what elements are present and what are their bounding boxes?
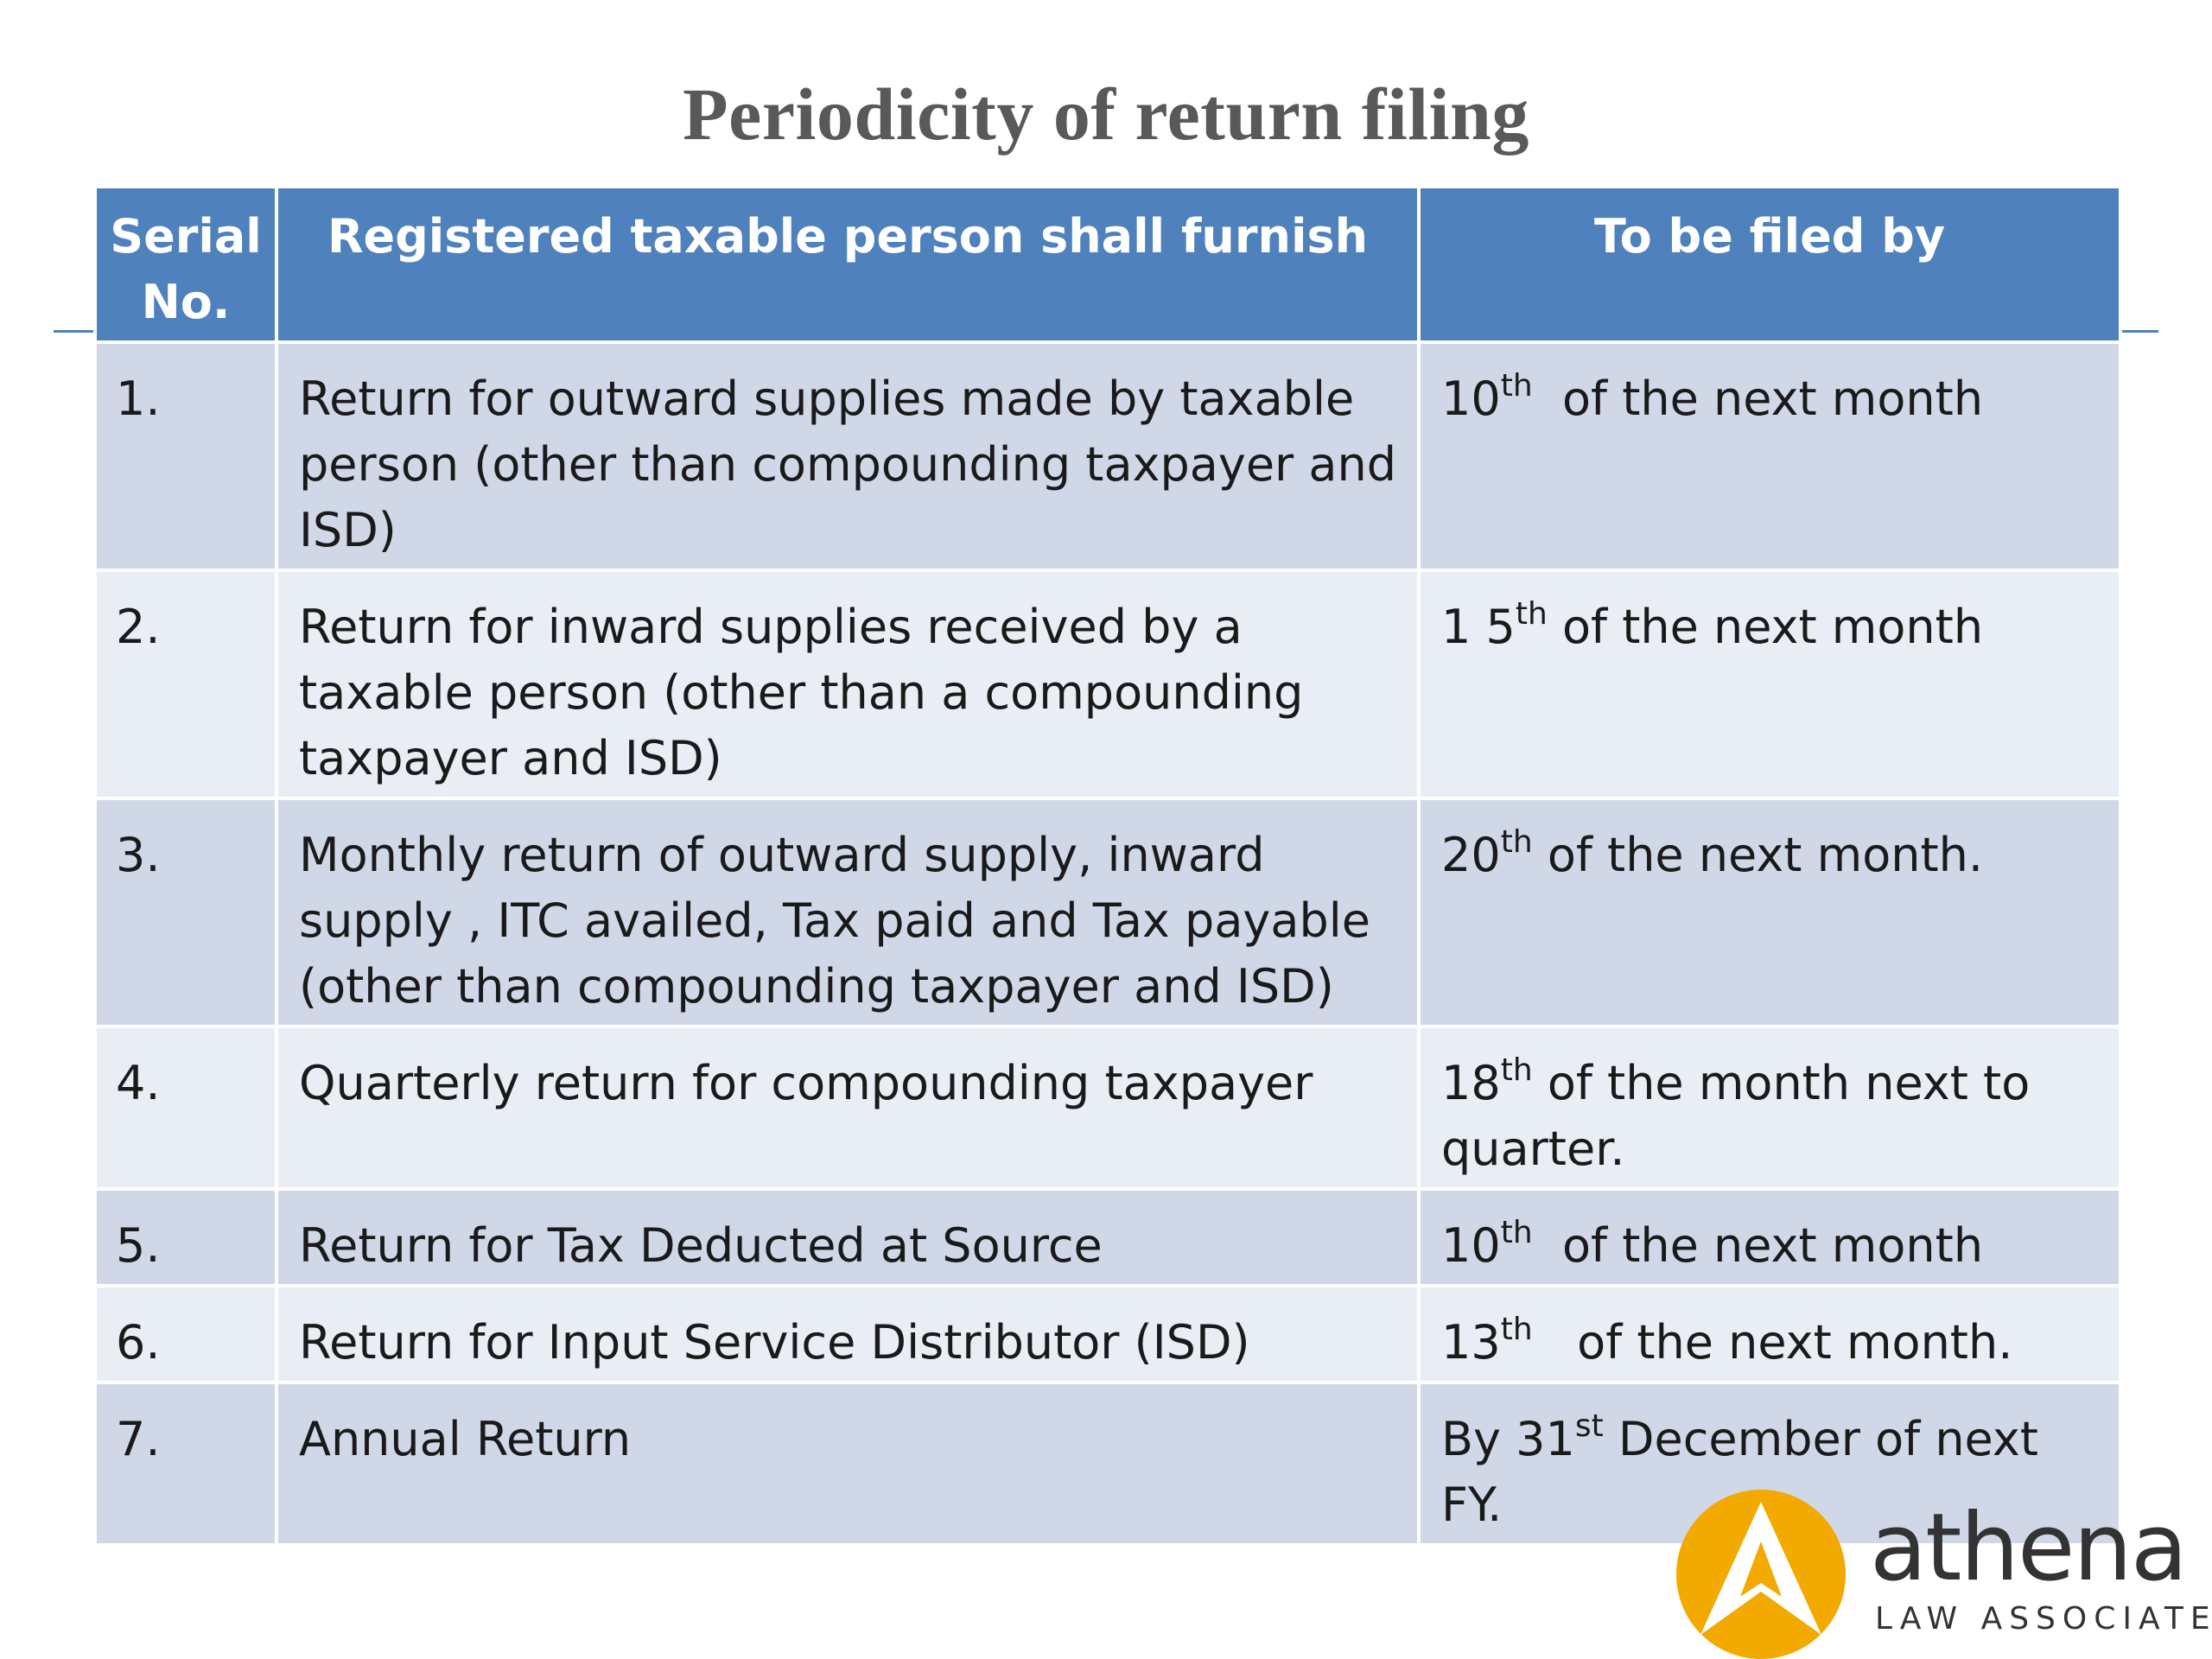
- table-row: 3. Monthly return of outward supply, inw…: [93, 797, 2122, 1028]
- logo-subtitle: LAW ASSOCIATES: [1875, 1601, 2212, 1637]
- due-date-cell: 10th of the next month: [1417, 340, 2122, 572]
- serial-cell: 7.: [93, 1381, 278, 1547]
- description-cell: Return for Tax Deducted at Source: [275, 1187, 1421, 1287]
- header-furnish: Registered taxable person shall furnish: [275, 185, 1421, 344]
- serial-cell: 6.: [93, 1284, 278, 1384]
- due-date-cell: 13th of the next month.: [1417, 1284, 2122, 1384]
- return-filing-table: Serial No. Registered taxable person shal…: [93, 185, 2122, 1547]
- description-cell: Annual Return: [275, 1381, 1421, 1547]
- right-rule: [2115, 330, 2158, 333]
- athena-logo: athena LAW ASSOCIATES: [1676, 1490, 2212, 1659]
- description-cell: Monthly return of outward supply, inward…: [275, 797, 1421, 1028]
- header-filed-by: To be filed by: [1417, 185, 2122, 344]
- page-title: Periodicity of return filing: [683, 73, 1529, 156]
- logo-wordmark: athena: [1870, 1494, 2188, 1602]
- athena-triangle-logo-icon: [1676, 1490, 1846, 1659]
- header-serial-no: Serial No.: [93, 185, 278, 344]
- left-rule: [54, 330, 97, 333]
- table-header-row: Serial No. Registered taxable person shal…: [93, 185, 2122, 344]
- serial-cell: 5.: [93, 1187, 278, 1287]
- description-cell: Return for Input Service Distributor (IS…: [275, 1284, 1421, 1384]
- due-date-cell: 18th of the month next to quarter.: [1417, 1025, 2122, 1191]
- table-row: 5. Return for Tax Deducted at Source 10t…: [93, 1187, 2122, 1287]
- description-cell: Return for inward supplies received by a…: [275, 569, 1421, 800]
- description-cell: Quarterly return for compounding taxpaye…: [275, 1025, 1421, 1191]
- serial-cell: 4.: [93, 1025, 278, 1191]
- serial-cell: 3.: [93, 797, 278, 1028]
- due-date-cell: 10th of the next month: [1417, 1187, 2122, 1287]
- table-row: 4. Quarterly return for compounding taxp…: [93, 1025, 2122, 1191]
- table-row: 2. Return for inward supplies received b…: [93, 569, 2122, 800]
- serial-cell: 2.: [93, 569, 278, 800]
- serial-cell: 1.: [93, 340, 278, 572]
- table-row: 6. Return for Input Service Distributor …: [93, 1284, 2122, 1384]
- table-row: 1. Return for outward supplies made by t…: [93, 340, 2122, 572]
- description-cell: Return for outward supplies made by taxa…: [275, 340, 1421, 572]
- due-date-cell: 20th of the next month.: [1417, 797, 2122, 1028]
- due-date-cell: 1 5th of the next month: [1417, 569, 2122, 800]
